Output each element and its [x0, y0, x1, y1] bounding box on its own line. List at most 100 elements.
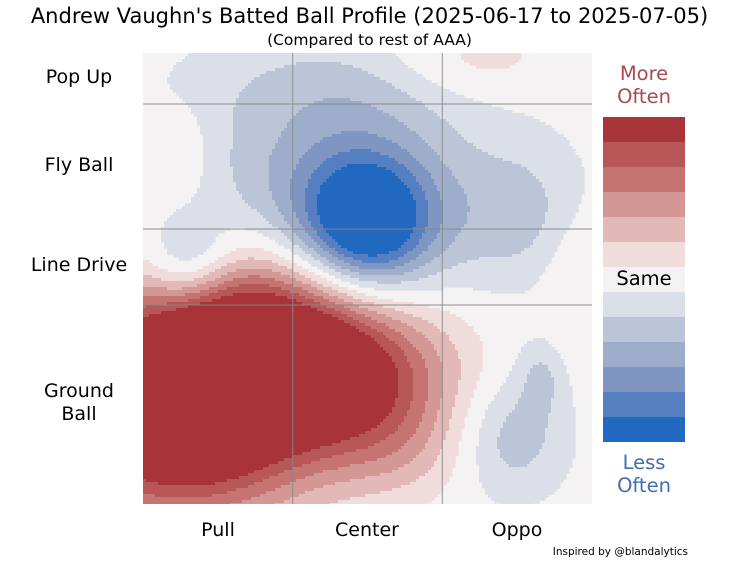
heatmap-cell: [329, 260, 345, 264]
heatmap-cell: [236, 188, 270, 192]
heatmap-cell: [452, 170, 531, 174]
heatmap-cell: [239, 476, 270, 480]
heatmap-cell: [293, 284, 312, 288]
heatmap-cell: [191, 200, 246, 204]
heatmap-cell: [506, 377, 528, 381]
heatmap-cell: [479, 470, 570, 474]
heatmap-cell: [302, 257, 315, 261]
heatmap-cell: [275, 200, 294, 204]
heatmap-cell: [233, 131, 282, 135]
heatmap-cell: [203, 155, 231, 159]
heatmap-cell: [308, 212, 318, 216]
heatmap-cell: [446, 119, 540, 123]
heatmap-cell: [398, 395, 414, 399]
heatmap-cell: [545, 215, 576, 219]
heatmap-cell: [548, 413, 576, 417]
heatmap-cell: [428, 398, 441, 402]
heatmap-cell: [413, 383, 429, 387]
heatmap-cell: [419, 239, 435, 243]
heatmap-cell: [467, 203, 549, 207]
heatmap-cell: [299, 494, 366, 498]
heatmap-cell: [545, 431, 576, 435]
heatmap-cell: [233, 278, 276, 282]
heatmap-cell: [413, 434, 432, 438]
heatmap-cell: [371, 335, 387, 339]
heatmap-cell: [320, 185, 408, 189]
heatmap-cell: [410, 260, 432, 264]
heatmap-cell: [206, 281, 225, 285]
heatmap-cell: [230, 251, 273, 255]
heatmap-cell: [428, 386, 444, 390]
heatmap-cell: [143, 386, 399, 390]
heatmap-cell: [245, 200, 276, 204]
heatmap-cell: [422, 413, 438, 417]
heatmap-cell: [143, 347, 384, 351]
heatmap-cell: [233, 293, 276, 297]
heatmap-cell: [419, 182, 435, 186]
heatmap-cell: [227, 479, 264, 483]
heatmap-cell: [416, 131, 459, 135]
heatmap-cell: [143, 380, 399, 384]
heatmap-cell: [404, 416, 423, 420]
heatmap-cell: [143, 422, 381, 426]
heatmap-cell: [365, 314, 387, 318]
heatmap-cell: [407, 185, 423, 189]
heatmap-cell: [488, 404, 516, 408]
heatmap-cell: [377, 341, 396, 345]
heatmap-cell: [365, 494, 438, 498]
heatmap-cell: [467, 215, 546, 219]
heatmap-cell: [461, 56, 522, 60]
heatmap-cell: [416, 179, 435, 183]
heatmap-cell: [428, 338, 450, 342]
heatmap-cell: [536, 236, 564, 240]
heatmap-cell: [548, 206, 579, 210]
heatmap-cell: [371, 149, 408, 153]
heatmap-cell: [434, 239, 456, 243]
heatmap-cell: [329, 299, 345, 303]
heatmap-cell: [143, 437, 351, 441]
heatmap-cell: [272, 269, 294, 273]
heatmap-cell: [551, 404, 573, 408]
heatmap-cell: [440, 230, 462, 234]
heatmap-cell: [407, 440, 429, 444]
heatmap-cell: [176, 209, 258, 213]
heatmap-cell: [242, 194, 273, 198]
heatmap-cell: [161, 236, 216, 240]
heatmap-cell: [317, 194, 414, 198]
heatmap-cell: [272, 191, 291, 195]
colorbar-level-11: [603, 392, 685, 417]
heatmap-cell: [287, 296, 306, 300]
heatmap-cell: [428, 215, 444, 219]
heatmap-cell: [161, 311, 324, 315]
heatmap-cell: [515, 407, 552, 411]
heatmap-cell: [422, 164, 447, 168]
heatmap-cell: [278, 242, 294, 246]
heatmap-cell: [278, 473, 315, 477]
heatmap-cell: [419, 278, 540, 282]
heatmap-cell: [260, 74, 375, 78]
heatmap-cell: [143, 368, 399, 372]
heatmap-cell: [167, 251, 204, 255]
heatmap-cell: [395, 116, 441, 120]
heatmap-cell: [299, 218, 309, 222]
heatmap-cell: [434, 257, 480, 261]
heatmap-cell: [503, 422, 549, 426]
heatmap-cell: [269, 236, 288, 240]
heatmap-cell: [428, 224, 441, 228]
heatmap-cell: [548, 200, 582, 204]
heatmap-cell: [389, 155, 414, 159]
heatmap-cell: [389, 338, 408, 342]
heatmap-cell: [398, 428, 417, 432]
heatmap-cell: [470, 206, 549, 210]
heatmap-cell: [443, 395, 456, 399]
heatmap-cell: [416, 200, 429, 204]
heatmap-cell: [458, 179, 540, 183]
heatmap-cell: [503, 425, 549, 429]
heatmap-cell: [398, 386, 414, 390]
heatmap-cell: [287, 266, 303, 270]
heatmap-cell: [335, 302, 354, 306]
heatmap-cell: [374, 74, 423, 78]
heatmap-cell: [203, 158, 231, 162]
heatmap-cell: [449, 422, 465, 426]
heatmap-cell: [500, 428, 546, 432]
